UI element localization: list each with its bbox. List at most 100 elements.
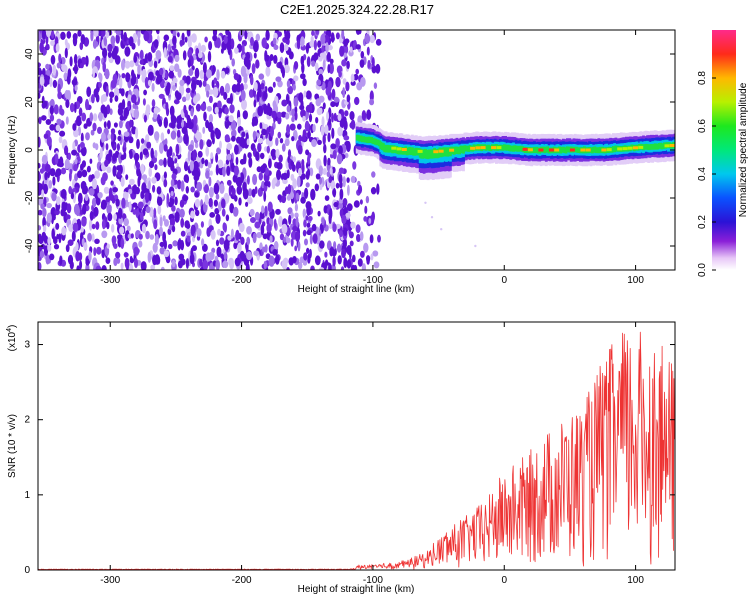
noise-speckle	[369, 98, 375, 106]
noise-speckle	[341, 214, 347, 225]
noise-speckle	[155, 30, 159, 34]
noise-speckle	[77, 170, 83, 179]
noise-speckle	[70, 192, 75, 200]
noise-speckle	[344, 110, 349, 117]
noise-speckle	[210, 152, 214, 160]
noise-speckle	[41, 231, 47, 241]
noise-speckle	[151, 176, 157, 184]
noise-speckle	[311, 60, 316, 67]
noise-speckle	[323, 143, 327, 154]
noise-speckle	[168, 201, 173, 208]
noise-speckle	[38, 162, 41, 169]
noise-speckle	[227, 235, 232, 241]
noise-speckle	[202, 80, 207, 87]
noise-speckle	[91, 178, 98, 190]
noise-speckle	[294, 111, 298, 121]
noise-speckle	[168, 71, 175, 79]
colorbar-tick-label: 0.0	[697, 263, 708, 277]
noise-speckle	[105, 196, 111, 203]
noise-speckle	[265, 66, 271, 77]
noise-speckle	[55, 43, 60, 53]
noise-speckle	[327, 45, 333, 51]
noise-speckle	[194, 142, 199, 149]
noise-speckle	[357, 258, 363, 267]
noise-speckle	[158, 119, 163, 127]
noise-speckle	[307, 215, 313, 222]
noise-speckle	[242, 110, 248, 120]
noise-speckle	[179, 208, 185, 218]
noise-speckle	[43, 183, 48, 195]
noise-speckle	[133, 55, 138, 63]
noise-speckle	[40, 203, 45, 210]
noise-speckle	[188, 68, 194, 76]
noise-speckle	[103, 106, 108, 119]
noise-speckle	[117, 207, 123, 220]
noise-speckle	[107, 43, 113, 53]
noise-speckle	[267, 201, 273, 213]
noise-speckle	[65, 116, 69, 125]
noise-speckle	[115, 198, 120, 207]
noise-speckle	[300, 136, 307, 142]
noise-speckle	[170, 130, 177, 140]
noise-speckle	[212, 64, 216, 75]
noise-speckle	[68, 186, 73, 195]
noise-speckle	[95, 221, 100, 230]
noise-speckle	[41, 30, 47, 40]
noise-speckle	[268, 255, 275, 267]
noise-speckle	[153, 107, 159, 114]
noise-speckle	[113, 122, 118, 128]
snr-y-axis-label: SNR (10 * v/v)	[7, 414, 18, 478]
stray-point	[440, 228, 443, 231]
noise-speckle	[128, 201, 132, 212]
noise-speckle	[164, 71, 168, 80]
noise-speckle	[123, 31, 127, 42]
noise-speckle	[54, 153, 59, 165]
noise-speckle	[326, 51, 331, 62]
noise-speckle	[46, 30, 51, 38]
noise-speckle	[330, 101, 336, 108]
noise-speckle	[67, 152, 71, 161]
stray-point	[474, 244, 477, 248]
noise-speckle	[71, 230, 76, 242]
noise-speckle	[203, 184, 209, 194]
noise-speckle	[216, 246, 222, 258]
noise-speckle	[258, 73, 265, 80]
noise-speckle	[204, 194, 209, 206]
noise-speckle	[45, 119, 52, 125]
noise-speckle	[176, 123, 181, 130]
noise-speckle	[147, 124, 154, 136]
noise-speckle	[236, 82, 241, 93]
noise-speckle	[112, 187, 118, 193]
noise-speckle	[233, 242, 238, 250]
stray-point	[424, 201, 427, 204]
noise-speckle	[335, 182, 340, 189]
noise-speckle	[127, 100, 131, 107]
noise-speckle	[375, 38, 382, 46]
noise-speckle	[355, 44, 361, 50]
noise-speckle	[202, 126, 206, 134]
noise-speckle	[169, 159, 174, 165]
noise-speckle	[187, 150, 192, 162]
noise-speckle	[129, 150, 133, 160]
noise-speckle	[133, 246, 140, 256]
noise-speckle	[297, 144, 303, 155]
noise-speckle	[113, 243, 118, 250]
noise-speckle	[42, 207, 47, 218]
noise-speckle	[90, 129, 95, 136]
noise-speckle	[156, 196, 163, 206]
noise-speckle	[338, 203, 344, 209]
noise-speckle	[290, 191, 294, 200]
signal-core	[391, 146, 397, 150]
noise-speckle	[38, 225, 42, 231]
noise-speckle	[345, 81, 350, 92]
noise-speckle	[38, 172, 41, 182]
noise-speckle	[309, 40, 316, 48]
noise-speckle	[286, 194, 291, 201]
noise-speckle	[290, 212, 294, 219]
noise-speckle	[88, 188, 95, 196]
noise-speckle	[102, 61, 106, 73]
noise-speckle	[322, 102, 326, 110]
noise-speckle	[226, 97, 233, 104]
signal-core	[401, 148, 407, 151]
